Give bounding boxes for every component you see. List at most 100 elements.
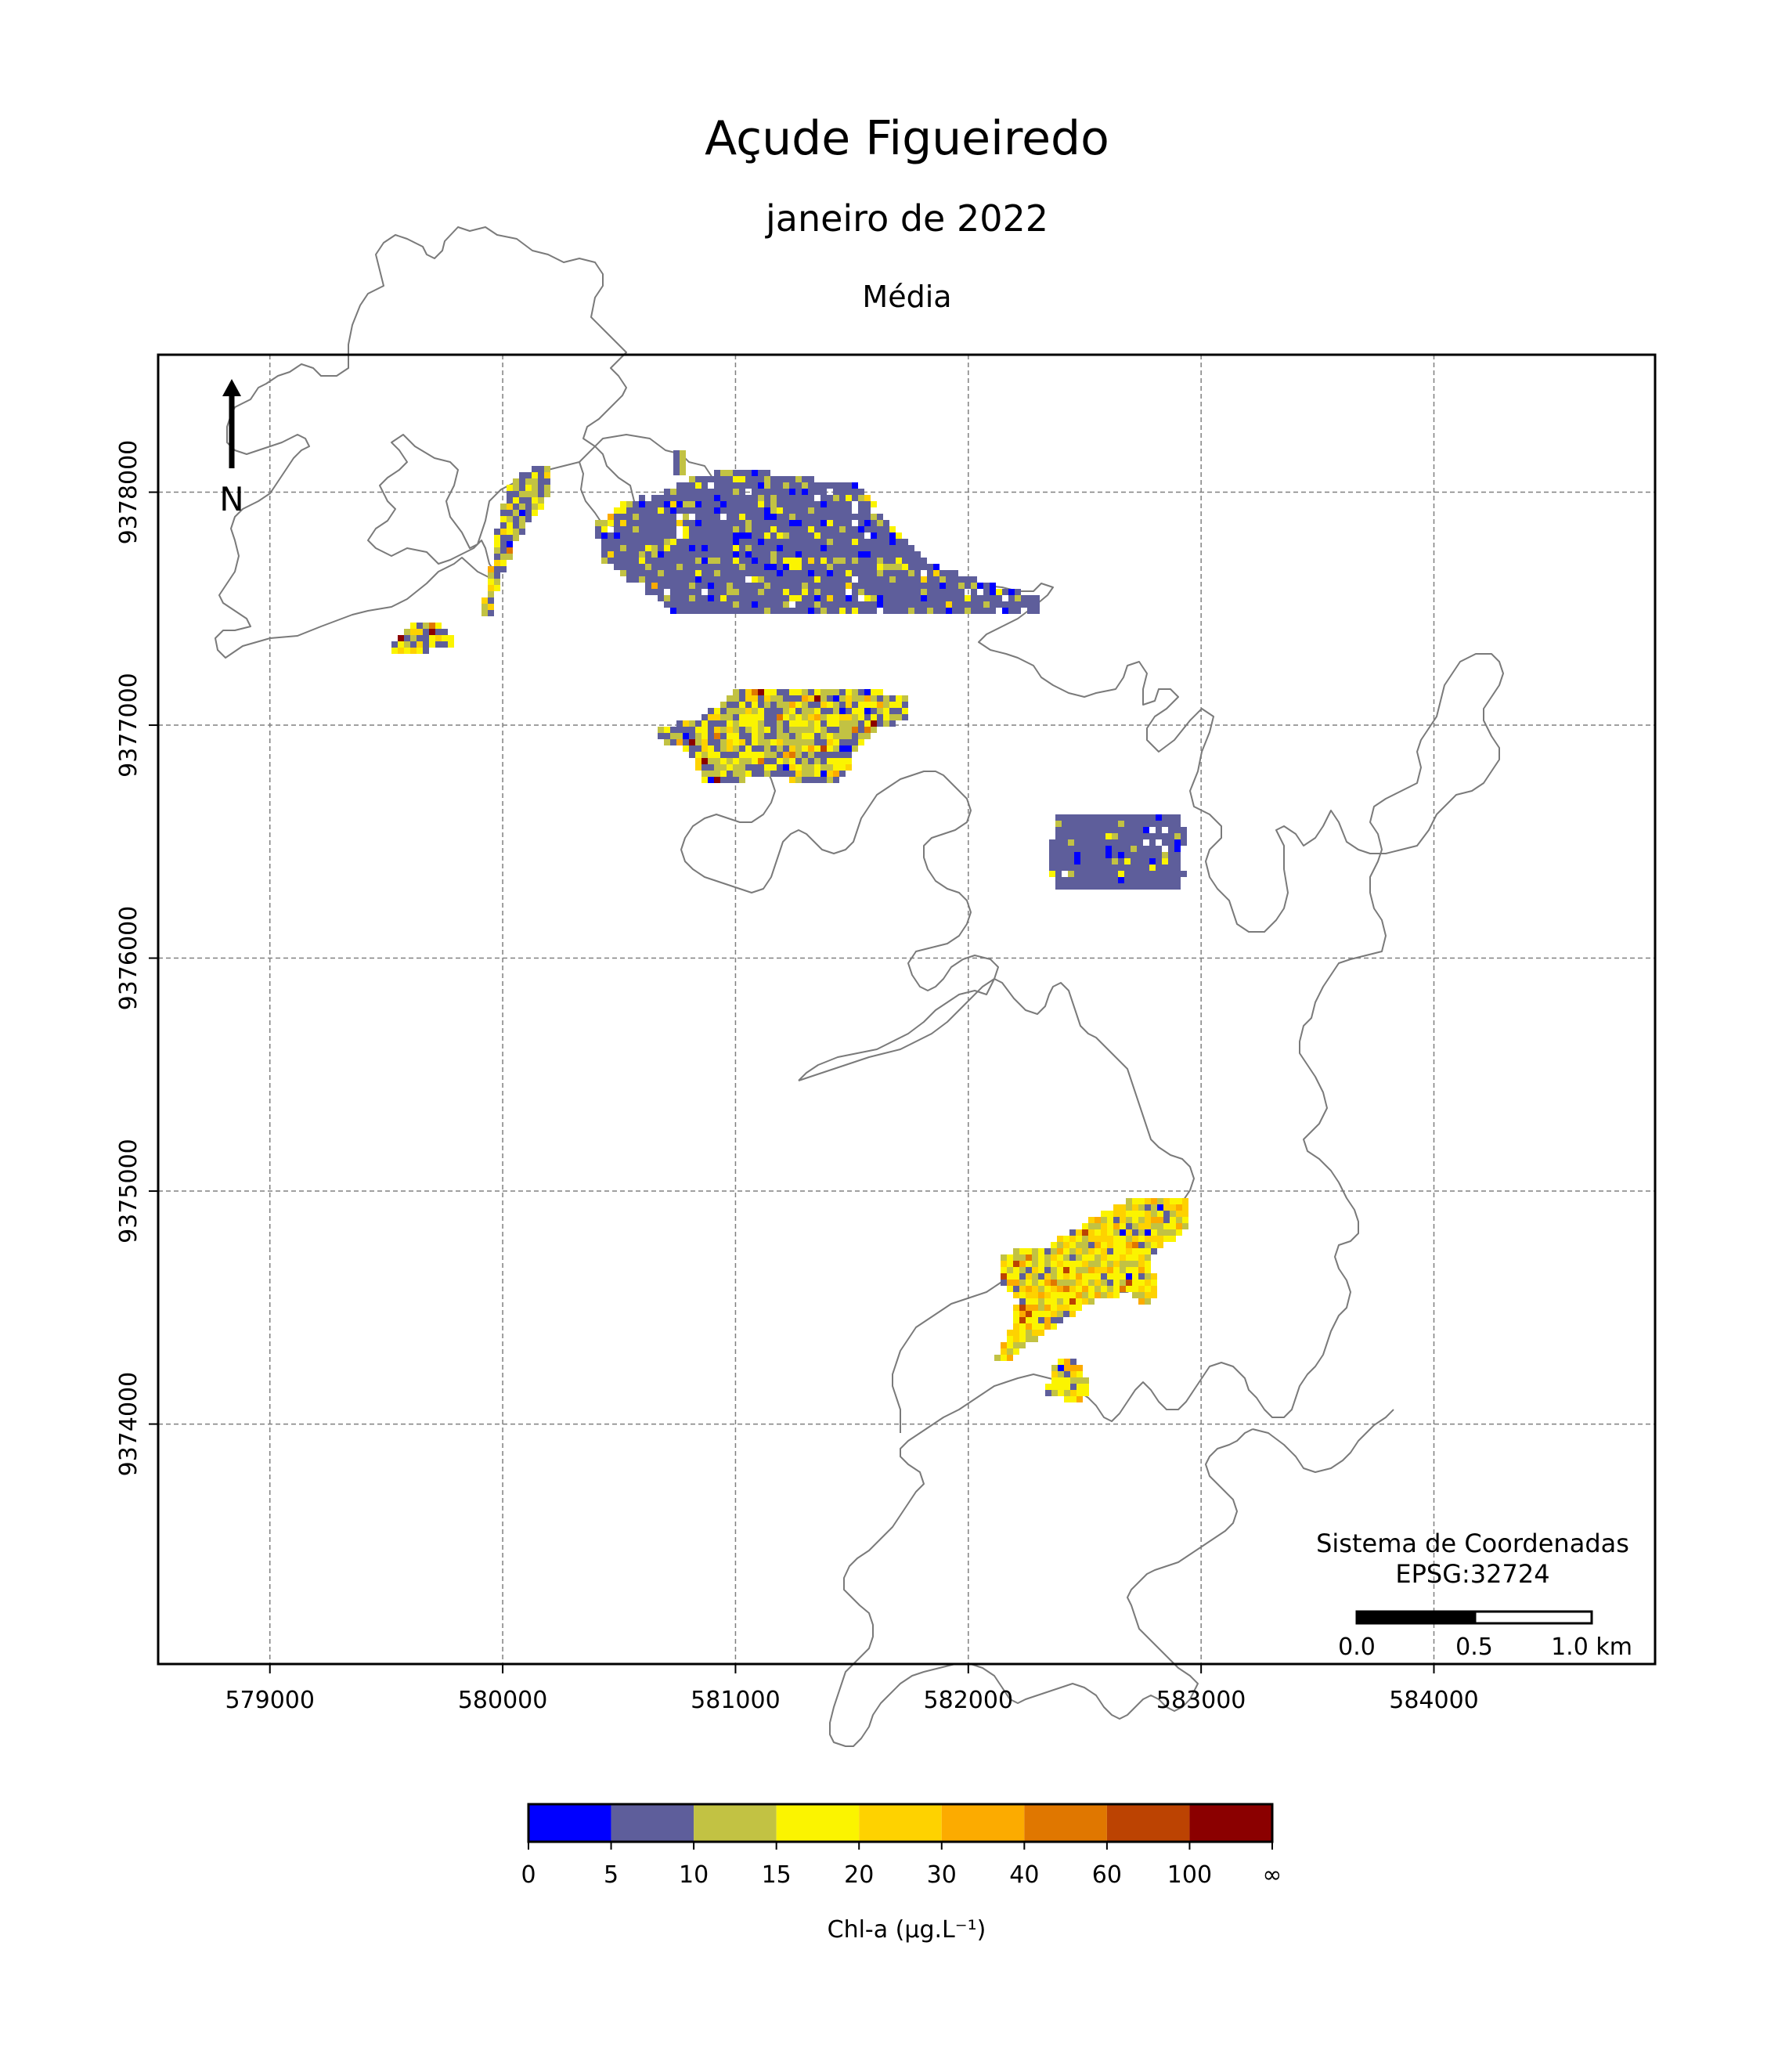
- raster-cell: [777, 771, 783, 777]
- raster-cell: [1145, 1242, 1151, 1248]
- raster-cell: [614, 520, 620, 526]
- raster-cell: [689, 551, 695, 558]
- raster-cell: [695, 595, 701, 601]
- raster-cell: [720, 771, 727, 777]
- raster-cell: [689, 608, 695, 614]
- raster-cell: [720, 589, 727, 595]
- raster-cell: [789, 551, 795, 558]
- raster-cell: [1007, 1261, 1013, 1267]
- raster-cell: [883, 520, 889, 526]
- raster-cell: [525, 510, 532, 516]
- raster-cell: [1156, 858, 1162, 865]
- raster-cell: [695, 720, 701, 727]
- raster-cell: [733, 595, 739, 601]
- raster-cell: [1132, 1223, 1138, 1229]
- raster-cell: [864, 520, 871, 526]
- raster-cell: [783, 539, 789, 545]
- raster-cell: [952, 601, 958, 608]
- raster-cell: [795, 564, 802, 570]
- raster-cell: [745, 689, 752, 695]
- raster-cell: [802, 727, 808, 733]
- raster-cell: [839, 526, 846, 532]
- raster-cell: [814, 777, 820, 783]
- raster-cell: [410, 629, 417, 635]
- raster-cell: [783, 745, 789, 752]
- raster-cell: [833, 601, 839, 608]
- raster-cell: [532, 491, 538, 497]
- raster-cell: [852, 595, 858, 601]
- raster-cell: [608, 514, 614, 520]
- raster-cell: [1074, 877, 1080, 883]
- raster-cell: [739, 482, 745, 489]
- raster-cell: [833, 689, 839, 695]
- raster-cell: [1082, 1267, 1088, 1273]
- raster-cell: [846, 689, 852, 695]
- raster-cell: [846, 758, 852, 764]
- raster-cell: [1049, 871, 1055, 877]
- raster-cell: [708, 489, 714, 495]
- raster-cell: [720, 532, 727, 539]
- colorbar-tick-label: 10: [679, 1861, 709, 1889]
- raster-cell: [720, 733, 727, 739]
- raster-cell: [902, 601, 908, 608]
- raster-cell: [795, 708, 802, 714]
- raster-cell: [1074, 852, 1080, 858]
- raster-cell: [1124, 852, 1131, 858]
- raster-cell: [1124, 833, 1131, 839]
- raster-cell: [889, 595, 896, 601]
- raster-cell: [814, 771, 820, 777]
- raster-cell: [658, 507, 664, 514]
- raster-cell: [802, 745, 808, 752]
- raster-cell: [701, 601, 708, 608]
- raster-cell: [770, 733, 777, 739]
- raster-cell: [1157, 1198, 1163, 1204]
- raster-cell: [1118, 839, 1124, 846]
- raster-cell: [1113, 1248, 1120, 1254]
- raster-cell: [683, 733, 689, 739]
- raster-cell: [664, 551, 670, 558]
- raster-cell: [500, 510, 507, 516]
- raster-cell: [1124, 865, 1131, 871]
- raster-cell: [1138, 1223, 1145, 1229]
- raster-cell: [839, 608, 846, 614]
- raster-cell: [802, 608, 808, 614]
- raster-cell: [442, 641, 448, 648]
- raster-cell: [1057, 1248, 1063, 1254]
- raster-cell: [1019, 1336, 1026, 1342]
- raster-cell: [839, 764, 846, 771]
- raster-cell: [1093, 839, 1099, 846]
- raster-cell: [745, 545, 752, 551]
- raster-cell: [601, 558, 608, 564]
- raster-cell: [391, 641, 398, 648]
- raster-cell: [676, 489, 683, 495]
- raster-cell: [833, 589, 839, 595]
- raster-cell: [1077, 1365, 1083, 1371]
- raster-cell: [770, 514, 777, 520]
- raster-cell: [1007, 1267, 1013, 1273]
- raster-cell: [770, 545, 777, 551]
- raster-cell: [538, 478, 544, 485]
- raster-cell: [727, 758, 733, 764]
- raster-cell: [1137, 821, 1143, 827]
- raster-cell: [708, 777, 714, 783]
- raster-cell: [1138, 1298, 1145, 1305]
- raster-cell: [833, 501, 839, 507]
- raster-cell: [708, 589, 714, 595]
- raster-cell: [833, 708, 839, 714]
- raster-cell: [1137, 852, 1143, 858]
- raster-cell: [789, 733, 795, 739]
- raster-cell: [525, 504, 532, 510]
- raster-cell: [795, 733, 802, 739]
- raster-cell: [946, 608, 952, 614]
- raster-cell: [839, 720, 846, 727]
- raster-cell: [1145, 1292, 1151, 1298]
- raster-cell: [727, 532, 733, 539]
- raster-cell: [708, 558, 714, 564]
- raster-cell: [1112, 877, 1118, 883]
- raster-cell: [802, 545, 808, 551]
- raster-cell: [846, 507, 852, 514]
- raster-cell: [908, 564, 914, 570]
- raster-cell: [858, 570, 864, 576]
- raster-cell: [714, 558, 720, 564]
